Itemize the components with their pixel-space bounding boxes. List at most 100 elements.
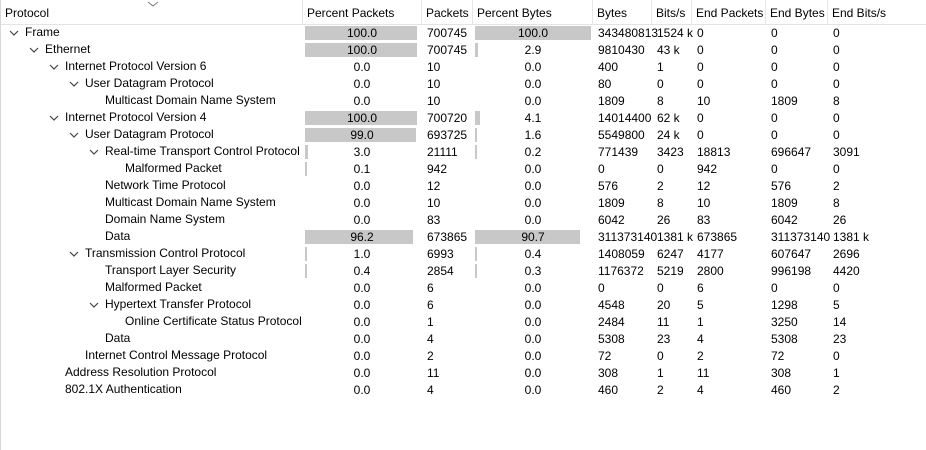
- bits-per-second-value: 0: [657, 77, 664, 91]
- table-row[interactable]: 802.1X Authentication 0.0 4 0.0 460 2 4 460 2: [1, 382, 926, 399]
- column-header: Protocol Percent Packets Packets Percent…: [1, 0, 926, 25]
- protocol-name: Malformed Packet: [125, 161, 222, 175]
- table-row[interactable]: Malformed Packet 0.1 942 0.0 0 0 942 0 0: [1, 161, 926, 178]
- header-end-packets-label: End Packets: [696, 6, 764, 20]
- header-percent-bytes[interactable]: Percent Bytes: [473, 0, 593, 24]
- header-bytes-label: Bytes: [597, 6, 628, 20]
- chevron-down-icon[interactable]: [89, 147, 99, 157]
- end-bits-per-second-value: 26: [833, 213, 847, 227]
- header-end-bits-s[interactable]: End Bits/s: [828, 0, 926, 24]
- end-bits-per-second-value: 2: [833, 179, 840, 193]
- bits-per-second-value: 26: [657, 213, 671, 227]
- percent-packets-bar: [305, 128, 416, 142]
- end-bytes-value: 0: [771, 162, 778, 176]
- end-bits-per-second-value: 3091: [833, 145, 860, 159]
- protocol-name: User Datagram Protocol: [85, 127, 214, 141]
- bytes-value: 343480813: [598, 26, 659, 40]
- table-row[interactable]: Domain Name System 0.0 83 0.0 6042 26 83 6042 26: [1, 212, 926, 229]
- end-bytes-value: 72: [771, 349, 785, 363]
- bits-per-second-value: 23: [657, 332, 671, 346]
- table-row[interactable]: Multicast Domain Name System 0.0 10 0.0 1809…: [1, 93, 926, 110]
- percent-bytes-value: 0.0: [524, 315, 542, 329]
- table-row[interactable]: User Datagram Protocol 99.0 693725 1.6 55498…: [1, 127, 926, 144]
- bytes-value: 771439: [598, 145, 639, 159]
- table-row[interactable]: Data 0.0 4 0.0 5308 23 4 5308 23: [1, 331, 926, 348]
- bytes-value: 0: [598, 281, 605, 295]
- percent-bytes-value: 0.3: [524, 264, 542, 278]
- chevron-down-icon[interactable]: [29, 45, 39, 55]
- bits-per-second-value: 43 k: [657, 43, 680, 57]
- end-bits-per-second-value: 23: [833, 332, 847, 346]
- table-row[interactable]: User Datagram Protocol 0.0 10 0.0 80 0 0 0 0: [1, 76, 926, 93]
- bits-per-second-value: 2: [657, 383, 664, 397]
- bytes-value: 72: [598, 349, 612, 363]
- chevron-down-icon[interactable]: [69, 249, 79, 259]
- end-bits-per-second-value: 2: [833, 383, 840, 397]
- protocol-name: Frame: [25, 25, 60, 39]
- percent-bytes-value: 0.4: [524, 247, 542, 261]
- chevron-down-icon[interactable]: [69, 130, 79, 140]
- header-bits-s[interactable]: Bits/s: [652, 0, 692, 24]
- percent-bytes-value: 0.0: [524, 77, 542, 91]
- percent-bytes-value: 1.6: [524, 128, 542, 142]
- percent-packets-value: 0.0: [353, 94, 371, 108]
- chevron-down-icon[interactable]: [49, 113, 59, 123]
- percent-bytes-value: 90.7: [521, 230, 545, 244]
- table-row[interactable]: Data 96.2 673865 90.7 311373140 1381 k 673865 3…: [1, 229, 926, 246]
- table-row[interactable]: Internet Control Message Protocol 0.0 2 0.0…: [1, 348, 926, 365]
- table-row[interactable]: Online Certificate Status Protocol 0.0 1 0.…: [1, 314, 926, 331]
- table-row[interactable]: Transport Layer Security 0.4 2854 0.3 117637…: [1, 263, 926, 280]
- table-row[interactable]: Internet Protocol Version 6 0.0 10 0.0 400 1 0…: [1, 59, 926, 76]
- packets-value: 4: [427, 383, 434, 397]
- percent-packets-bar: [305, 230, 413, 244]
- header-percent-packets[interactable]: Percent Packets: [303, 0, 422, 24]
- percent-bytes-value: 0.0: [524, 298, 542, 312]
- protocol-name: Real-time Transport Control Protocol: [105, 144, 300, 158]
- packets-value: 700720: [427, 111, 468, 125]
- header-end-bytes[interactable]: End Bytes: [766, 0, 828, 24]
- table-row[interactable]: Transmission Control Protocol 1.0 6993 0.4 1…: [1, 246, 926, 263]
- end-bits-per-second-value: 1381 k: [833, 230, 870, 244]
- header-end-bits-s-label: End Bits/s: [832, 6, 887, 20]
- percent-packets-bar: [305, 26, 417, 40]
- percent-packets-bar: [305, 247, 307, 261]
- bytes-value: 80: [598, 77, 612, 91]
- bytes-value: 1809: [598, 94, 625, 108]
- chevron-down-icon[interactable]: [69, 79, 79, 89]
- protocol-name: Online Certificate Status Protocol: [125, 314, 302, 328]
- header-packets[interactable]: Packets: [422, 0, 473, 24]
- end-packets-value: 1: [697, 315, 704, 329]
- chevron-down-icon[interactable]: [89, 300, 99, 310]
- packets-value: 2854: [427, 264, 454, 278]
- table-row[interactable]: Internet Protocol Version 4 100.0 700720 4.…: [1, 110, 926, 127]
- protocol-name: Network Time Protocol: [105, 178, 226, 192]
- table-row[interactable]: Ethernet 100.0 700745 2.9 9810430 43 k 0 0 0: [1, 42, 926, 59]
- end-packets-value: 4177: [697, 247, 724, 261]
- chevron-down-icon[interactable]: [9, 28, 19, 38]
- table-row[interactable]: Malformed Packet 0.0 6 0.0 0 0 6 0 0: [1, 280, 926, 297]
- header-bytes[interactable]: Bytes: [593, 0, 652, 24]
- table-row[interactable]: Network Time Protocol 0.0 12 0.0 576 2 12 576 2: [1, 178, 926, 195]
- bytes-value: 460: [598, 383, 619, 397]
- packets-value: 6: [427, 298, 434, 312]
- header-end-packets[interactable]: End Packets: [692, 0, 766, 24]
- protocol-name: Internet Protocol Version 4: [65, 110, 207, 124]
- bytes-value: 5549800: [598, 128, 645, 142]
- table-row[interactable]: Real-time Transport Control Protocol 3.0 2…: [1, 144, 926, 161]
- end-bits-per-second-value: 0: [833, 128, 840, 142]
- protocol-name: Ethernet: [45, 42, 91, 56]
- percent-bytes-value: 0.0: [524, 213, 542, 227]
- table-row[interactable]: Address Resolution Protocol 0.0 11 0.0 308 1 1…: [1, 365, 926, 382]
- table-row[interactable]: Hypertext Transfer Protocol 0.0 6 0.0 4548 20…: [1, 297, 926, 314]
- bits-per-second-value: 8: [657, 196, 664, 210]
- protocol-name: Transport Layer Security: [105, 263, 236, 277]
- chevron-down-icon[interactable]: [49, 62, 59, 72]
- percent-packets-value: 3.0: [353, 145, 371, 159]
- end-packets-value: 0: [697, 60, 704, 74]
- protocol-name: Multicast Domain Name System: [105, 93, 276, 107]
- percent-bytes-bar: [475, 26, 591, 40]
- header-protocol[interactable]: Protocol: [1, 0, 303, 24]
- end-bits-per-second-value: 0: [833, 43, 840, 57]
- table-row[interactable]: Multicast Domain Name System 0.0 10 0.0 1809…: [1, 195, 926, 212]
